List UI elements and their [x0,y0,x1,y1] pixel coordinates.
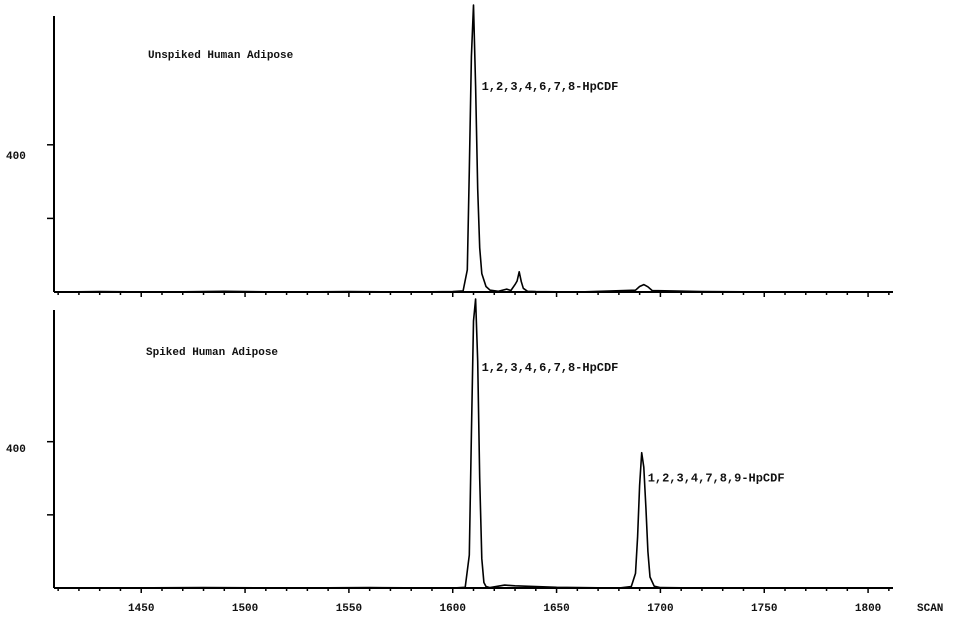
panel-2-y-tick-label: 400 [6,444,26,456]
x-tick-label: 1750 [751,603,777,615]
x-axis-label: SCAN [917,603,943,615]
x-tick-label: 1650 [543,603,569,615]
panel-2-peak-label: 1,2,3,4,6,7,8-HpCDF [482,361,619,375]
x-tick-label: 1450 [128,603,154,615]
panel-2-title: Spiked Human Adipose [146,347,278,359]
panel-1-trace [53,4,893,293]
panel-1-title: Unspiked Human Adipose [148,50,294,62]
x-tick-label: 1700 [647,603,673,615]
x-tick-label: 1550 [336,603,362,615]
panel-1-peak-label: 1,2,3,4,6,7,8-HpCDF [482,80,619,94]
x-tick-label: 1800 [855,603,881,615]
x-tick-label: 1500 [232,603,258,615]
panel-2-peak-label: 1,2,3,4,7,8,9-HpCDF [648,472,785,486]
panel-1-y-tick-label: 400 [6,151,26,163]
x-tick-label: 1600 [440,603,466,615]
chart-dynamic-layer: 1,2,3,4,6,7,8-HpCDF 1,2,3,4,6,7,8-HpCDF 1,… [47,4,893,615]
panel-2-trace [54,298,893,589]
